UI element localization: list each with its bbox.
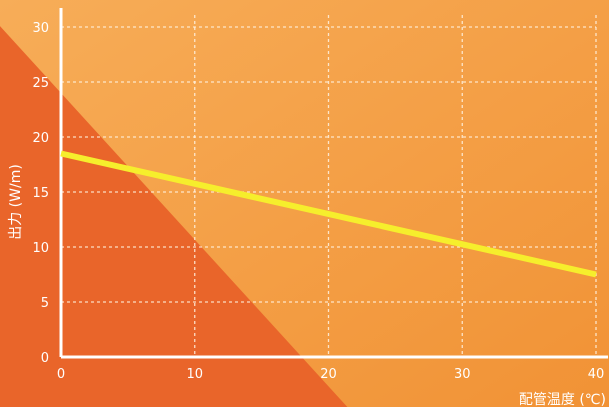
y-tick-labels: 0 5 10 15 20 25 30 — [32, 21, 49, 366]
y-tick-label: 0 — [41, 351, 49, 366]
x-axis-label: 配管温度 (℃) — [519, 392, 606, 407]
y-tick-label: 25 — [32, 76, 49, 91]
y-tick-label: 20 — [32, 131, 49, 146]
x-tick-labels: 0 10 20 30 40 — [57, 367, 604, 382]
y-tick-label: 15 — [32, 186, 49, 201]
series-line-0 — [60, 150, 597, 278]
series-group — [60, 150, 597, 278]
x-tick-label: 40 — [588, 367, 605, 382]
axes — [59, 8, 608, 359]
x-tick-label: 0 — [57, 367, 65, 382]
grid-lines — [61, 15, 597, 357]
x-tick-label: 30 — [454, 367, 471, 382]
shaded-region — [0, 26, 348, 407]
x-tick-label: 10 — [186, 367, 203, 382]
y-tick-label: 30 — [32, 21, 49, 36]
x-tick-label: 20 — [320, 367, 337, 382]
y-tick-label: 10 — [32, 241, 49, 256]
y-tick-label: 5 — [41, 296, 49, 311]
y-axis-label: 出力 (W/m) — [8, 164, 24, 240]
